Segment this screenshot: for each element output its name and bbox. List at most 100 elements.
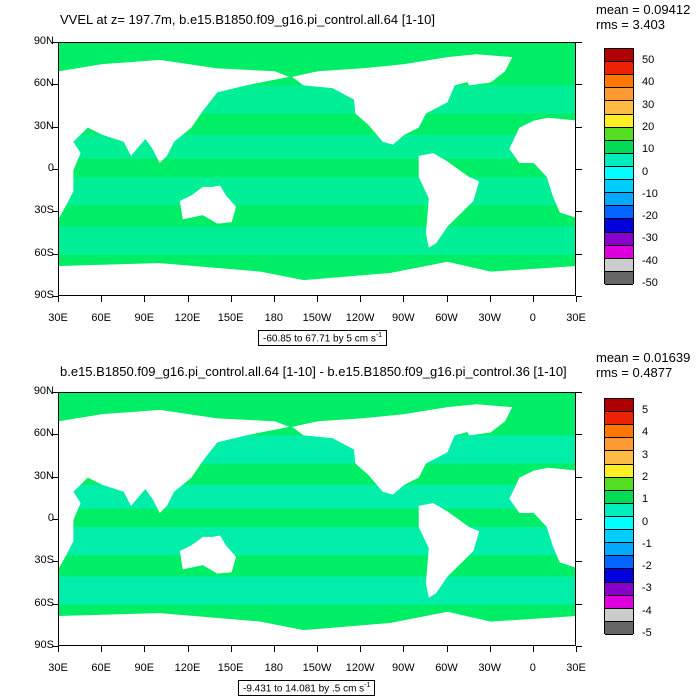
lat-tick-label: 30S: [34, 554, 54, 567]
lon-tick-label: 60E: [91, 312, 111, 324]
lon-tick-label: 30E: [566, 662, 586, 674]
lon-tick: [101, 646, 103, 652]
lat-tick-label: 60S: [34, 596, 54, 609]
land-mass: [59, 261, 575, 295]
lon-tick-label: 120E: [174, 662, 201, 674]
colorbar-swatch: [605, 180, 633, 194]
lon-tick: [144, 296, 146, 302]
colorbar-swatch: [605, 595, 633, 609]
lon-tick: [58, 646, 59, 652]
lat-tick: [52, 253, 58, 255]
lon-tick-label: 60W: [435, 662, 458, 674]
lat-tick: [576, 561, 582, 563]
colorbar-swatch: [605, 530, 633, 544]
colorbar-swatch: [605, 490, 633, 504]
colorbar-label: -3: [642, 582, 652, 595]
lat-tick: [576, 603, 582, 605]
lon-tick-label: 30E: [48, 312, 68, 324]
colorbar-swatch: [605, 582, 633, 596]
lat-tick-label: 60N: [33, 427, 54, 440]
colorbar-label: 40: [642, 76, 655, 89]
lon-tick: [187, 296, 189, 302]
lon-tick-label: 120W: [345, 312, 375, 324]
colorbar-swatch: [605, 140, 633, 154]
colorbar-label: 50: [642, 54, 655, 67]
colorbar-swatch: [605, 451, 633, 465]
lat-tick: [52, 296, 58, 297]
lon-tick-label: 180: [264, 312, 283, 324]
lat-tick: [576, 126, 582, 128]
lat-tick-label: 90S: [34, 639, 54, 651]
lon-tick: [317, 646, 318, 652]
lon-tick: [58, 296, 59, 302]
lat-tick-label: 60N: [33, 77, 54, 90]
lon-tick-label: 30W: [478, 312, 501, 324]
lat-tick-label: 60S: [34, 246, 54, 259]
colorbar-swatch: [605, 621, 633, 635]
colorbar-swatch: [605, 608, 633, 622]
colorbar-label: 2: [642, 470, 649, 483]
rms-value: rms = 3.403: [596, 17, 666, 32]
lat-tick-label: 90S: [34, 289, 54, 301]
colorbar-label: 4: [642, 426, 649, 439]
lon-tick: [576, 296, 577, 302]
colorbar-swatch: [605, 153, 633, 167]
colorbar-swatch: [605, 127, 633, 141]
top-map-panel: VVEL at z= 197.7m, b.e15.B1850.f09_g16.p…: [33, 2, 691, 347]
lat-tick-label: 30N: [33, 469, 54, 482]
lon-tick-label: 60W: [435, 312, 458, 324]
lat-tick-label: 0: [47, 162, 54, 174]
lat-tick: [52, 561, 58, 563]
colorbar-swatch: [605, 258, 633, 272]
mean-value: mean = 0.01639: [596, 350, 691, 365]
lon-tick: [144, 646, 146, 652]
land-mass: [179, 185, 236, 224]
land-mass: [447, 404, 513, 436]
colorbar-label: -10: [642, 187, 658, 200]
lon-tick-label: 90E: [134, 312, 155, 324]
lat-tick-label: 0: [47, 512, 54, 524]
colorbar-swatch: [605, 232, 633, 246]
lat-tick: [576, 253, 582, 255]
land-mass: [447, 54, 513, 86]
colorbar-label: -40: [642, 254, 658, 267]
lat-tick: [52, 169, 58, 170]
lon-tick: [230, 646, 232, 652]
lon-tick: [403, 296, 405, 302]
colorbar: [604, 48, 634, 285]
lon-tick: [489, 646, 491, 652]
colorbar-label: -20: [642, 210, 658, 223]
colorbar-label: 30: [642, 98, 655, 111]
colorbar-swatch: [605, 206, 633, 220]
ocean-band: [59, 177, 575, 206]
lon-tick-label: 90W: [392, 312, 415, 324]
lat-tick: [52, 646, 58, 647]
colorbar-label: -1: [642, 537, 652, 550]
lat-tick: [52, 126, 58, 128]
lon-tick-label: 0: [529, 662, 536, 674]
colorbar-swatch: [605, 503, 633, 517]
mean-value: mean = 0.09412: [596, 2, 691, 17]
colorbar: [604, 398, 634, 635]
land-mass: [292, 404, 506, 495]
lon-tick: [187, 646, 189, 652]
lon-tick-label: 30W: [478, 662, 501, 674]
lon-tick-label: 150E: [217, 662, 244, 674]
map-field: [59, 54, 575, 295]
land-mass: [59, 409, 290, 568]
colorbar-swatch: [605, 543, 633, 557]
map-plot: [58, 42, 576, 296]
lon-tick-label: 90E: [134, 662, 155, 674]
colorbar-swatch: [605, 464, 633, 478]
colorbar-swatch: [605, 101, 633, 115]
colorbar-label: -30: [642, 232, 658, 245]
colorbar-label: 0: [642, 515, 649, 528]
lat-tick-label: 30S: [34, 204, 54, 217]
lat-tick: [576, 392, 582, 393]
lat-tick: [52, 84, 58, 86]
lon-tick: [489, 296, 491, 302]
colorbar-swatch: [605, 556, 633, 570]
colorbar-swatch: [605, 569, 633, 583]
colorbar-swatch: [605, 438, 633, 452]
colorbar-swatch: [605, 425, 633, 439]
